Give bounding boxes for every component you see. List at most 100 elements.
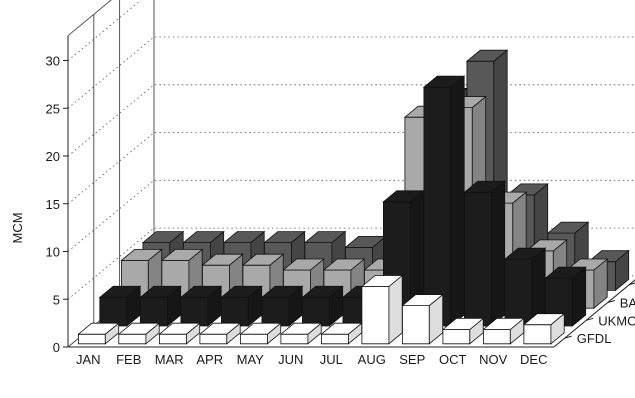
bar-ukmo-mar: [179, 285, 223, 327]
bar-top: [301, 285, 344, 298]
depth-tick: [607, 300, 615, 303]
bar-front: [180, 296, 209, 327]
bar-top: [382, 190, 425, 203]
bar-top: [401, 294, 444, 307]
bar-front: [139, 296, 168, 327]
x-tick-label-mar: MAR: [155, 352, 184, 367]
bar-ukmo-nov: [503, 247, 547, 327]
bar-front: [423, 86, 452, 327]
x-tick-label-nov: NOV: [479, 352, 508, 367]
bar-top: [141, 231, 185, 244]
bar-side: [450, 75, 465, 327]
bar-top: [303, 231, 347, 244]
bar-top: [522, 313, 566, 326]
bar-gfdl-dec: [522, 312, 566, 345]
x-tick-label-jul: JUL: [320, 352, 343, 367]
bar-front: [220, 296, 249, 327]
bar-top: [422, 75, 466, 88]
gridline: [67, 84, 635, 157]
bar-front: [301, 296, 330, 327]
bar-top: [482, 317, 525, 330]
bar-front: [99, 296, 128, 327]
gridline: [67, 132, 635, 205]
bar-top: [503, 247, 547, 260]
bar-top: [465, 49, 509, 62]
y-tick-label: 0: [53, 340, 60, 355]
bar-top: [222, 231, 266, 244]
bar-side: [490, 180, 506, 327]
depth-axis-line: [553, 279, 635, 348]
bar-front: [482, 329, 511, 345]
bar-top: [158, 322, 201, 335]
gridline: [67, 0, 142, 61]
x-tick-label-may: MAY: [237, 352, 265, 367]
bar-ukmo-feb: [139, 285, 182, 327]
bar-front: [261, 296, 290, 327]
bar-top: [139, 285, 182, 298]
bar-ukmo-may: [260, 285, 304, 327]
bar-gfdl-feb: [117, 322, 161, 345]
y-tick-label: 25: [46, 101, 60, 116]
bar-front: [280, 333, 309, 345]
bar-top: [239, 322, 282, 335]
bar-top: [98, 285, 142, 298]
bar-ukmo-jun: [301, 285, 344, 327]
depth-tick: [629, 282, 635, 286]
bar-front: [158, 333, 187, 345]
bar-gfdl-jan: [77, 322, 120, 345]
bar-gfdl-mar: [158, 322, 201, 345]
y-tick-label: 10: [46, 245, 60, 260]
gridline: [67, 179, 635, 252]
bar-top: [117, 322, 161, 335]
bar-gfdl-sep: [401, 293, 444, 345]
bar-top: [322, 258, 366, 271]
x-tick-label-jun: JUN: [278, 352, 303, 367]
bar-front: [199, 333, 228, 345]
bar-front: [361, 286, 390, 345]
bar-gfdl-may: [239, 322, 282, 345]
bar-top: [546, 221, 590, 234]
gridline: [67, 227, 635, 300]
bar-ukmo-apr: [220, 285, 263, 327]
depth-tick: [586, 317, 594, 321]
bar-top: [282, 258, 325, 271]
back-wall: [153, 0, 155, 276]
bar-top: [260, 285, 304, 298]
bar-gfdl-oct: [441, 317, 485, 345]
bar-top: [179, 285, 223, 298]
bar-top: [544, 266, 587, 279]
bar-gfdl-jun: [279, 322, 323, 345]
y-tick-label: 15: [46, 197, 60, 212]
bar-top: [320, 322, 363, 335]
bar-front: [239, 333, 268, 345]
bar-ukmo-sep: [422, 75, 466, 327]
depth-tick: [564, 335, 572, 339]
bar-front: [504, 258, 533, 327]
x-tick-label-feb: FEB: [116, 352, 141, 367]
x-tick-label-dec: DEC: [520, 352, 547, 367]
bar-top: [441, 317, 485, 330]
chart-labels: 0 5 10 15 20 25 30 JAN FEB MAR APR MAY JUN JUL AUG SEP O…: [46, 54, 635, 367]
bar-front: [523, 324, 552, 345]
bar-top: [77, 322, 120, 335]
bar-front: [118, 333, 147, 345]
bar-top: [120, 248, 163, 261]
bar-gfdl-aug: [360, 274, 404, 345]
y-tick-label: 30: [46, 54, 60, 69]
x-tick-label-oct: OCT: [439, 352, 467, 367]
bar-gfdl-nov: [482, 317, 525, 345]
bar-front: [320, 333, 349, 345]
bar-top: [241, 253, 285, 266]
x-tick-label-aug: AUG: [358, 352, 386, 367]
gridline: [67, 36, 635, 109]
series-label-ukmo: UKMO: [598, 313, 635, 328]
bar-top: [360, 275, 404, 287]
y-axis-title: MCM: [10, 212, 25, 243]
chart-bars: [77, 49, 630, 345]
bar-gfdl-apr: [198, 322, 242, 345]
bar-front: [463, 191, 492, 327]
chart-walls: [67, 0, 635, 348]
bar-top: [263, 231, 306, 244]
